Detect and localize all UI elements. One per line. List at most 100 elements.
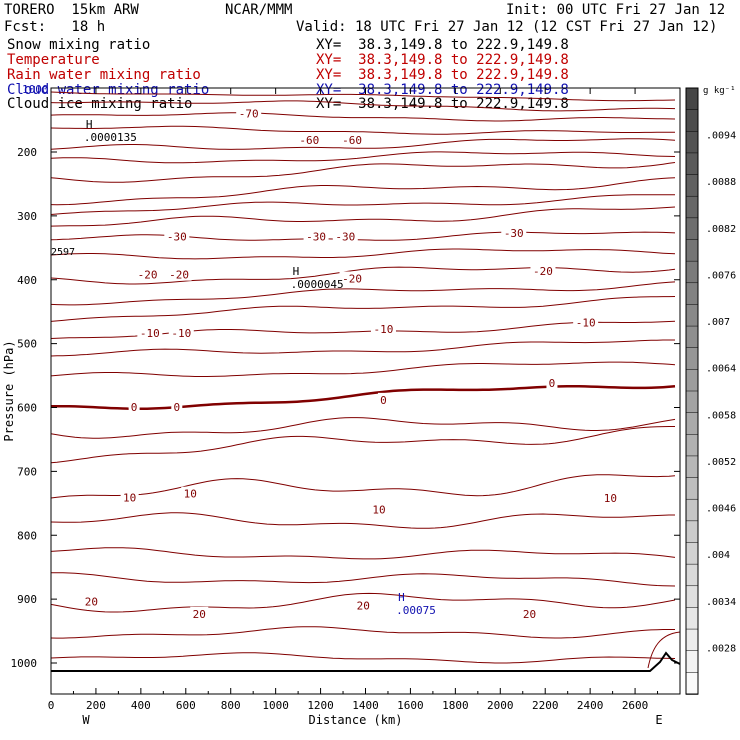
x-tick-label: 2000 [487, 699, 514, 712]
colorbar-frame [685, 87, 699, 695]
y-tick-label: 900 [17, 593, 37, 606]
contour-line [50, 138, 676, 150]
center-title: NCAR/MMM [225, 2, 293, 18]
contour-label-bg [190, 606, 209, 620]
y-tick-label: 800 [17, 529, 37, 542]
contour-label-bg [181, 486, 200, 500]
colorbar-segment [685, 542, 699, 565]
contour-label-bg [137, 325, 163, 339]
contour-label-bg [128, 399, 140, 413]
colorbar-segment [685, 650, 699, 674]
contour-label-bg [135, 267, 161, 281]
y-tick-label: 1000 [11, 657, 38, 670]
x-axis-label: Distance (km) [309, 713, 403, 727]
colorbar-segment [685, 347, 699, 371]
field-xy: XY= 38.3,149.8 to 222.9,149.8 [316, 37, 569, 53]
init-time: Init: 00 UTC Fri 27 Jan 12 [506, 2, 726, 18]
contour-label: -10 [576, 317, 596, 330]
colorbar-label: .0058 [706, 410, 736, 421]
contour-line [50, 266, 676, 285]
contour-label-bg [601, 491, 620, 505]
contour-label-bg [168, 325, 194, 339]
contour-label-bg [120, 490, 139, 504]
contour-line [50, 112, 676, 122]
x-tick-label: 1400 [352, 699, 379, 712]
field-name: Temperature [7, 52, 100, 68]
colorbar-segment [685, 628, 699, 652]
colorbar-segment [685, 152, 699, 176]
contour-line [50, 385, 676, 411]
colorbar-segment [685, 672, 699, 695]
colorbar-label: .0034 [706, 597, 736, 608]
contour-label: -60 [342, 134, 362, 147]
contour-label: 0 [549, 377, 556, 390]
extremum-value: .0000045 [291, 278, 344, 291]
field-name: Cloud ice mixing ratio [7, 96, 193, 112]
contour-label-bg [82, 594, 101, 608]
colorbar-segment [685, 87, 699, 111]
contour-label-bg [377, 392, 389, 406]
colorbar-segment [685, 520, 699, 544]
y-axis-label: Pressure (hPa) [2, 340, 16, 441]
colorbar-label: .0052 [706, 457, 736, 468]
contour-label: -20 [138, 269, 158, 282]
contour-label: -10 [171, 327, 191, 340]
contour-label-bg [369, 502, 388, 516]
contour-label-bg [339, 271, 365, 285]
contour-label: 0 [380, 394, 387, 407]
corner-fragment-label: 1000 [22, 83, 49, 96]
x-tick-label: 200 [86, 699, 106, 712]
contour-label: -70 [239, 108, 259, 121]
x-tick-label: 2200 [532, 699, 559, 712]
contour-line [50, 512, 675, 529]
terrain-line [51, 651, 681, 672]
colorbar-segment [685, 607, 699, 630]
y-tick-label: 200 [17, 146, 37, 159]
contour-label: -10 [374, 323, 394, 336]
contour-line [50, 231, 676, 241]
colorbar-segment [685, 325, 699, 349]
colorbar-segment [685, 585, 699, 609]
field-xy: XY= 38.3,149.8 to 222.9,149.8 [316, 96, 569, 112]
extremum-letter: H [398, 591, 405, 604]
contour-labels: -70-60 -60-30 -30 -30 -30-20 -20 -20-20-10 -10-… [22, 83, 620, 621]
colorbar-segment [685, 434, 699, 457]
contour-label: -30 [504, 227, 524, 240]
contour-label-bg [332, 229, 358, 243]
x-tick-label: 1800 [442, 699, 469, 712]
x-tick-label: 2600 [622, 699, 649, 712]
colorbar-label: .004 [706, 550, 730, 561]
contour-label-bg [501, 226, 527, 240]
contour-label: 10 [123, 492, 136, 505]
x-tick-label: 800 [221, 699, 241, 712]
contour-label: -30 [306, 230, 326, 243]
contour-label: 20 [523, 608, 536, 621]
colorbar-label: .0064 [706, 364, 736, 375]
contour-line [50, 426, 675, 464]
colorbar-segment [685, 195, 699, 219]
contour-lines [50, 91, 681, 672]
colorbar-segment [685, 217, 699, 241]
contour-line [50, 91, 676, 102]
contour-line [50, 547, 676, 560]
colorbar-label: .0094 [706, 131, 736, 142]
y-tick-label: 600 [17, 402, 37, 415]
contour-line [50, 296, 676, 322]
x-tick-label: 0 [48, 699, 55, 712]
contour-label: 10 [604, 492, 617, 505]
x-tick-label: 2400 [577, 699, 604, 712]
colorbar: .0094 .0088 .0082 .0076 .007 .0064 .0058 .0052.… [685, 86, 736, 695]
contour-line [50, 162, 676, 183]
model-title: TORERO 15km ARW [4, 2, 139, 18]
extremum-letter: H [86, 118, 93, 131]
contour-label: 0 [173, 401, 180, 414]
extremum-letter: H [293, 265, 300, 278]
contour-line [50, 177, 676, 206]
colorbar-segment [685, 477, 699, 500]
contour-label: -30 [335, 230, 355, 243]
contour-label: 10 [184, 488, 197, 501]
contour-label-bg [530, 263, 556, 277]
y-tick-label: 700 [17, 465, 37, 478]
contour-line [50, 248, 676, 260]
